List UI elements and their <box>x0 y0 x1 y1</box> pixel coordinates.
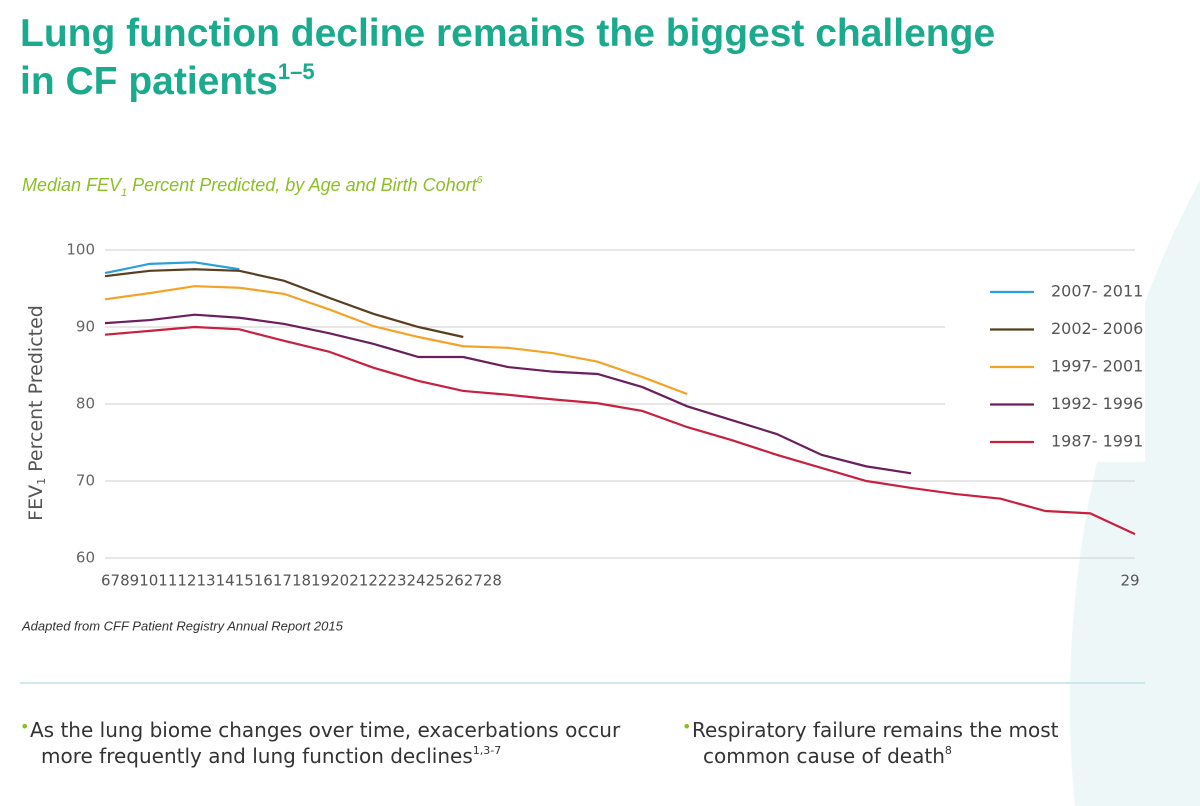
chart-subtitle: Median FEV1 Percent Predicted, by Age an… <box>22 175 483 199</box>
series-line <box>104 285 688 396</box>
legend-label: 2002- 2006 <box>1051 319 1143 338</box>
bullet-line: As the lung biome changes over time, exa… <box>30 718 621 742</box>
y-axis-label: FEV1 Percent Predicted <box>25 305 49 521</box>
y-label-text: FEV <box>25 485 47 521</box>
x-tick-label: 14 <box>216 572 235 590</box>
bullet-line: Respiratory failure remains the most <box>692 718 1059 742</box>
bullet-line-wrap: more frequently and lung function declin… <box>30 743 620 769</box>
y-tick-label: 80 <box>76 395 95 413</box>
x-tick-label: 20 <box>330 572 349 590</box>
y-tick-label: 100 <box>66 241 95 259</box>
y-label-rest: Percent Predicted <box>25 305 47 478</box>
bullet-line-wrap: common cause of death8 <box>692 743 1058 769</box>
y-tick-label: 70 <box>76 472 95 490</box>
x-tick-label: 21 <box>349 572 368 590</box>
x-tick-label: 28 <box>483 572 502 590</box>
x-tick-label: 24 <box>407 572 426 590</box>
series-line <box>104 325 1136 536</box>
bullet-line: more frequently and lung function declin… <box>41 744 473 768</box>
subtitle-sub: 1 <box>121 187 127 199</box>
x-tick-label: 17 <box>273 572 292 590</box>
bullet-dot: • <box>20 717 30 736</box>
legend-label: 1987- 1991 <box>1051 432 1143 451</box>
legend-label: 1997- 2001 <box>1051 357 1143 376</box>
bullet: • Respiratory failure remains the most com… <box>682 717 1059 769</box>
x-tick-label: 10 <box>139 572 158 590</box>
x-tick-label: 7 <box>111 572 121 590</box>
x-tick-label: 18 <box>292 572 311 590</box>
x-tick-label: 8 <box>120 572 130 590</box>
subtitle-rest: Percent Predicted, by Age and Birth Coho… <box>127 175 478 195</box>
legend-label: 2007- 2011 <box>1051 282 1143 301</box>
bullet-dot: • <box>682 717 692 736</box>
subtitle-ref: 6 <box>477 175 483 186</box>
series-line <box>104 268 464 339</box>
title: Lung function decline remains the bigges… <box>20 10 1020 106</box>
x-tick-label: 25 <box>426 572 445 590</box>
x-tick-label: 19 <box>311 572 330 590</box>
background-shape <box>1069 180 1200 806</box>
x-tick-label: 12 <box>177 572 196 590</box>
series-line <box>104 313 912 475</box>
x-tick-label: 26 <box>445 572 464 590</box>
bullet-ref: 8 <box>944 744 952 757</box>
y-label-sub: 1 <box>35 478 48 485</box>
y-tick-label: 60 <box>76 549 95 567</box>
x-tick-label: 23 <box>387 572 406 590</box>
legend-background <box>945 272 1145 462</box>
bullet-ref: 1,3-7 <box>472 744 502 757</box>
x-tick-label: 22 <box>368 572 387 590</box>
subtitle-text: Median FEV <box>22 175 123 195</box>
x-tick-label: 9 <box>130 572 140 590</box>
title-ref: 1–5 <box>277 59 315 84</box>
series-line <box>104 261 240 275</box>
x-tick-label: 13 <box>196 572 215 590</box>
x-tick-label: 15 <box>235 572 254 590</box>
bullet-line: common cause of death <box>703 744 945 768</box>
x-tick-label: 6 <box>101 572 111 590</box>
x-tick-label: 16 <box>254 572 273 590</box>
x-tick-label: 29 <box>1120 572 1139 590</box>
bullet: • As the lung biome changes over time, ex… <box>20 717 621 769</box>
x-tick-label: 27 <box>464 572 483 590</box>
x-tick-label: 11 <box>158 572 177 590</box>
legend-label: 1992- 1996 <box>1051 394 1143 413</box>
source-note: Adapted from CFF Patient Registry Annual… <box>21 618 344 633</box>
y-tick-label: 90 <box>76 318 95 336</box>
title-text: Lung function decline remains the bigges… <box>20 12 996 103</box>
